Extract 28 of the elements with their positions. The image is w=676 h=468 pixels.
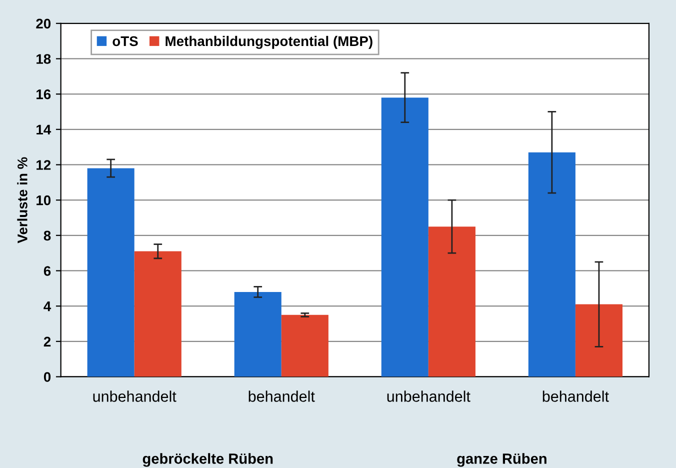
x-tick-label: unbehandelt [93,390,176,402]
bar [87,168,134,377]
y-tick-label: 20 [36,18,51,29]
bar [428,226,476,377]
text: ganze Rüben [457,453,546,467]
bar [134,251,182,377]
x-tick-label: behandelt [542,390,609,402]
y-tick-label: 0 [44,372,51,382]
x-tick-label: behandelt [248,390,315,402]
legend-label: oTS [112,36,138,46]
y-tick-label: 8 [44,230,51,241]
bar [528,152,576,377]
y-tick-label: 16 [36,89,51,100]
y-tick-label: 12 [36,160,51,170]
y-tick-label: 18 [36,54,51,64]
bar [281,314,328,377]
bar [575,304,622,377]
y-tick-label: 10 [36,195,51,206]
y-tick-label: 4 [44,302,52,312]
bar [234,292,282,377]
y-axis-title: Verluste in % [17,157,28,244]
x-tick-label: unbehandelt [387,390,470,402]
text: gebröckelte Rüben [142,453,273,467]
y-tick-label: 6 [44,266,51,276]
legend-label: Methanbildungspotential (MBP) [166,36,372,49]
bar [381,98,428,377]
y-tick-label: 2 [44,336,51,346]
y-tick-label: 14 [36,124,52,134]
